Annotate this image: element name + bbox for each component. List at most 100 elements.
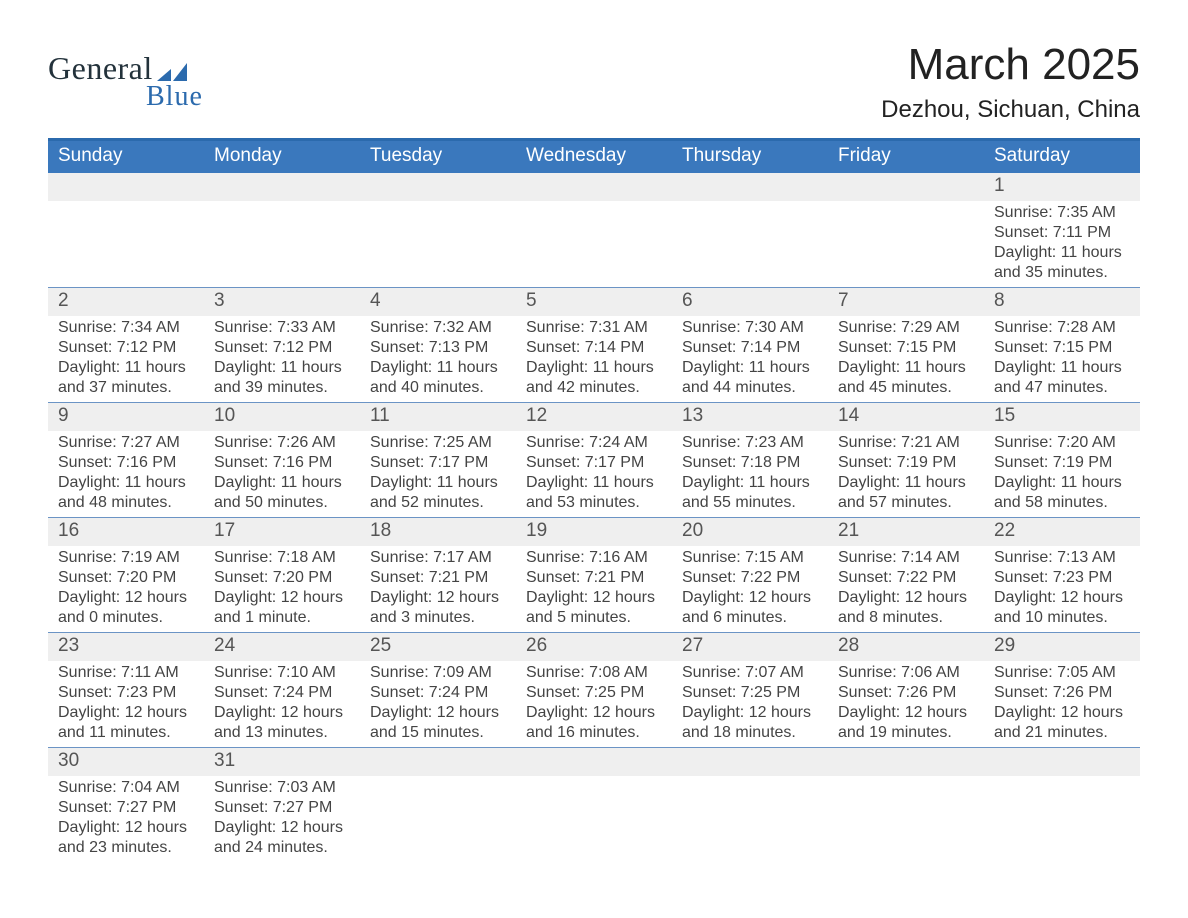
week-daynum-row: 1	[48, 173, 1140, 201]
day-detail-line: Daylight: 12 hours	[994, 588, 1130, 608]
day-detail-line: Daylight: 12 hours	[58, 818, 194, 838]
day-detail-line: and 53 minutes.	[526, 493, 662, 513]
day-details	[828, 776, 984, 862]
day-number: 9	[48, 403, 204, 431]
day-details: Sunrise: 7:05 AMSunset: 7:26 PMDaylight:…	[984, 661, 1140, 747]
day-detail-line: Daylight: 12 hours	[526, 703, 662, 723]
page-subtitle: Dezhou, Sichuan, China	[881, 96, 1140, 124]
day-detail-line: and 0 minutes.	[58, 608, 194, 628]
day-detail-line: Sunset: 7:25 PM	[682, 683, 818, 703]
day-detail-line: Daylight: 12 hours	[370, 588, 506, 608]
day-detail-line: Sunrise: 7:05 AM	[994, 663, 1130, 683]
day-detail-line: Daylight: 11 hours	[994, 243, 1130, 263]
day-details: Sunrise: 7:24 AMSunset: 7:17 PMDaylight:…	[516, 431, 672, 517]
day-detail-line: Sunset: 7:24 PM	[214, 683, 350, 703]
day-detail-line: Daylight: 12 hours	[838, 703, 974, 723]
day-detail-line: Sunrise: 7:16 AM	[526, 548, 662, 568]
day-detail-line: Sunset: 7:17 PM	[526, 453, 662, 473]
day-detail-line: Sunrise: 7:10 AM	[214, 663, 350, 683]
brand-text-blue: Blue	[146, 81, 203, 113]
day-detail-line: and 11 minutes.	[58, 723, 194, 743]
day-detail-line: and 57 minutes.	[838, 493, 974, 513]
brand-logo: General Blue	[48, 50, 203, 113]
day-detail-line: Sunrise: 7:26 AM	[214, 433, 350, 453]
day-number: 17	[204, 518, 360, 546]
day-details: Sunrise: 7:32 AMSunset: 7:13 PMDaylight:…	[360, 316, 516, 402]
day-detail-line: Daylight: 12 hours	[838, 588, 974, 608]
week-daytext-row: Sunrise: 7:27 AMSunset: 7:16 PMDaylight:…	[48, 431, 1140, 517]
page-title: March 2025	[881, 40, 1140, 90]
day-detail-line: and 23 minutes.	[58, 838, 194, 858]
day-detail-line: Sunrise: 7:28 AM	[994, 318, 1130, 338]
day-details	[516, 776, 672, 862]
day-number: 30	[48, 748, 204, 776]
day-number: 24	[204, 633, 360, 661]
day-number: 4	[360, 288, 516, 316]
day-number: 14	[828, 403, 984, 431]
day-detail-line: Sunrise: 7:29 AM	[838, 318, 974, 338]
day-detail-line: Daylight: 11 hours	[682, 358, 818, 378]
day-number: 18	[360, 518, 516, 546]
day-detail-line: Sunset: 7:13 PM	[370, 338, 506, 358]
day-number	[204, 173, 360, 201]
day-detail-line: Sunset: 7:18 PM	[682, 453, 818, 473]
day-detail-line: Sunset: 7:14 PM	[682, 338, 818, 358]
day-details: Sunrise: 7:18 AMSunset: 7:20 PMDaylight:…	[204, 546, 360, 632]
day-detail-line: and 40 minutes.	[370, 378, 506, 398]
day-detail-line: Daylight: 12 hours	[58, 703, 194, 723]
dow-cell: Friday	[828, 141, 984, 173]
day-detail-line: and 6 minutes.	[682, 608, 818, 628]
week-daytext-row: Sunrise: 7:35 AMSunset: 7:11 PMDaylight:…	[48, 201, 1140, 287]
day-number	[672, 748, 828, 776]
day-detail-line: Daylight: 12 hours	[682, 703, 818, 723]
day-detail-line: Sunrise: 7:08 AM	[526, 663, 662, 683]
day-number: 11	[360, 403, 516, 431]
day-detail-line: Sunrise: 7:09 AM	[370, 663, 506, 683]
week-daynum-row: 3031	[48, 747, 1140, 776]
day-details: Sunrise: 7:30 AMSunset: 7:14 PMDaylight:…	[672, 316, 828, 402]
day-detail-line: Sunset: 7:12 PM	[214, 338, 350, 358]
dow-cell: Thursday	[672, 141, 828, 173]
day-details: Sunrise: 7:20 AMSunset: 7:19 PMDaylight:…	[984, 431, 1140, 517]
day-detail-line: and 5 minutes.	[526, 608, 662, 628]
day-detail-line: Sunset: 7:16 PM	[58, 453, 194, 473]
day-detail-line: and 58 minutes.	[994, 493, 1130, 513]
day-number: 28	[828, 633, 984, 661]
day-number: 16	[48, 518, 204, 546]
day-details: Sunrise: 7:07 AMSunset: 7:25 PMDaylight:…	[672, 661, 828, 747]
brand-text-general: General	[48, 50, 153, 87]
day-detail-line: Sunset: 7:27 PM	[58, 798, 194, 818]
day-detail-line: Sunset: 7:21 PM	[526, 568, 662, 588]
day-number: 15	[984, 403, 1140, 431]
day-detail-line: Sunset: 7:22 PM	[838, 568, 974, 588]
day-detail-line: Daylight: 11 hours	[838, 358, 974, 378]
week-daytext-row: Sunrise: 7:04 AMSunset: 7:27 PMDaylight:…	[48, 776, 1140, 862]
day-detail-line: Sunset: 7:25 PM	[526, 683, 662, 703]
day-number: 3	[204, 288, 360, 316]
day-details: Sunrise: 7:25 AMSunset: 7:17 PMDaylight:…	[360, 431, 516, 517]
day-detail-line: Sunrise: 7:07 AM	[682, 663, 818, 683]
day-number: 19	[516, 518, 672, 546]
day-details: Sunrise: 7:15 AMSunset: 7:22 PMDaylight:…	[672, 546, 828, 632]
day-details: Sunrise: 7:17 AMSunset: 7:21 PMDaylight:…	[360, 546, 516, 632]
day-detail-line: and 47 minutes.	[994, 378, 1130, 398]
header: General Blue March 2025 Dezhou, Sichuan,…	[48, 40, 1140, 124]
day-detail-line: Daylight: 11 hours	[58, 358, 194, 378]
day-detail-line: and 35 minutes.	[994, 263, 1130, 283]
day-detail-line: Sunset: 7:11 PM	[994, 223, 1130, 243]
day-detail-line: Sunset: 7:22 PM	[682, 568, 818, 588]
day-detail-line: Sunrise: 7:30 AM	[682, 318, 818, 338]
day-details	[984, 776, 1140, 862]
day-number	[360, 173, 516, 201]
day-detail-line: Daylight: 11 hours	[526, 358, 662, 378]
day-detail-line: Daylight: 12 hours	[214, 703, 350, 723]
day-details: Sunrise: 7:14 AMSunset: 7:22 PMDaylight:…	[828, 546, 984, 632]
day-detail-line: Daylight: 11 hours	[214, 473, 350, 493]
dow-cell: Sunday	[48, 141, 204, 173]
day-number: 1	[984, 173, 1140, 201]
day-number: 10	[204, 403, 360, 431]
day-number	[516, 748, 672, 776]
day-detail-line: Sunset: 7:24 PM	[370, 683, 506, 703]
dow-cell: Monday	[204, 141, 360, 173]
day-detail-line: Sunrise: 7:32 AM	[370, 318, 506, 338]
